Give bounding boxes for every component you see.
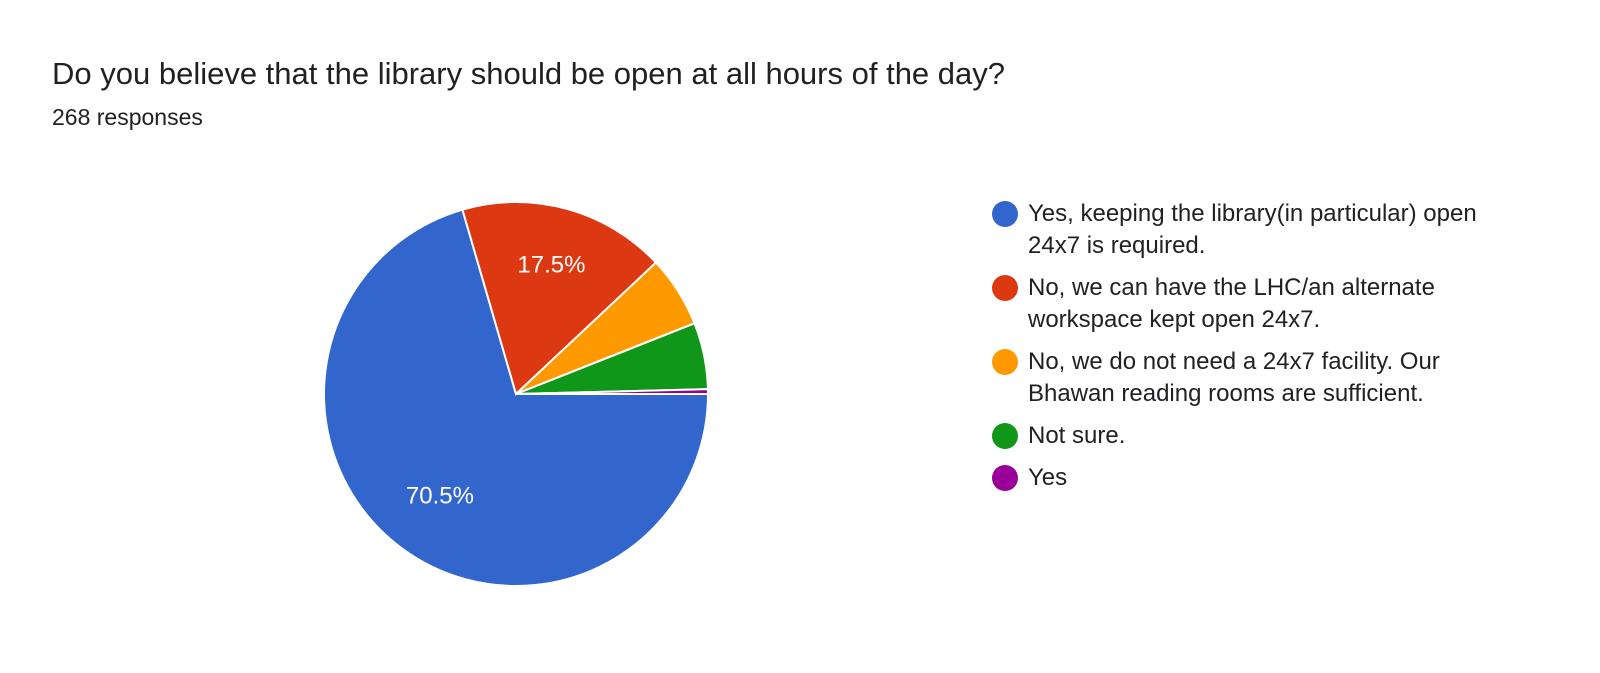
legend-color-dot-icon bbox=[992, 275, 1018, 301]
response-count: 268 responses bbox=[52, 104, 203, 130]
slice-data-label: 70.5% bbox=[406, 482, 474, 509]
legend-item[interactable]: No, we can have the LHC/an alternate wor… bbox=[992, 272, 1512, 336]
slice-data-label: 17.5% bbox=[517, 251, 585, 278]
legend-label: No, we can have the LHC/an alternate wor… bbox=[1028, 274, 1435, 333]
legend-item[interactable]: Yes bbox=[992, 462, 1512, 494]
legend: Yes, keeping the library(in particular) … bbox=[992, 198, 1512, 504]
pie-slice-4[interactable] bbox=[515, 388, 710, 395]
legend-color-dot-icon bbox=[992, 465, 1018, 491]
legend-item[interactable]: No, we do not need a 24x7 facility. Our … bbox=[992, 346, 1512, 410]
legend-label: Not sure. bbox=[1028, 422, 1126, 449]
pie-slice-0[interactable] bbox=[323, 208, 710, 587]
legend-label: Yes, keeping the library(in particular) … bbox=[1028, 200, 1477, 259]
legend-color-dot-icon bbox=[992, 201, 1018, 227]
legend-label: Yes bbox=[1028, 464, 1068, 491]
legend-item[interactable]: Not sure. bbox=[992, 420, 1512, 452]
legend-item[interactable]: Yes, keeping the library(in particular) … bbox=[992, 198, 1512, 262]
chart-title: Do you believe that the library should b… bbox=[52, 56, 1006, 91]
legend-color-dot-icon bbox=[992, 423, 1018, 449]
legend-color-dot-icon bbox=[992, 349, 1018, 375]
pie-slice-1[interactable] bbox=[461, 201, 658, 396]
legend-label: No, we do not need a 24x7 facility. Our … bbox=[1028, 348, 1440, 407]
